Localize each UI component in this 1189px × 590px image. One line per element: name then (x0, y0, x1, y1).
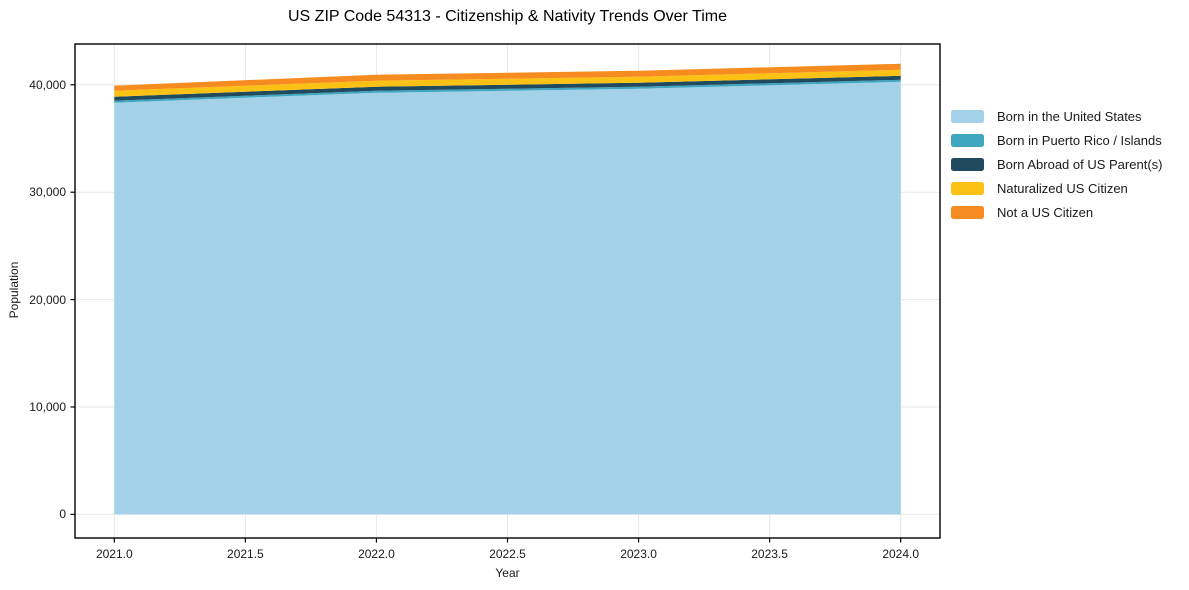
y-axis-title: Population (7, 261, 21, 319)
x-tick-label: 2021.5 (227, 547, 264, 561)
x-tick-label: 2021.0 (95, 547, 133, 561)
legend: Born in the United States Born in Puerto … (951, 104, 1162, 224)
legend-label: Born Abroad of US Parent(s) (997, 156, 1163, 172)
legend-swatch (951, 109, 984, 123)
y-tick-label: 20,000 (29, 292, 66, 307)
x-axis-title: Year (495, 566, 520, 580)
legend-swatch (951, 205, 984, 219)
x-tick-label: 2023.0 (620, 547, 657, 561)
x-tick-label: 2022.0 (358, 547, 395, 561)
area-series (114, 75, 901, 101)
legend-label: Born in Puerto Rico / Islands (997, 132, 1162, 148)
y-tick-label: 30,000 (29, 185, 66, 200)
legend-item: Born in the United States (951, 104, 1162, 128)
legend-item: Not a US Citizen (951, 200, 1162, 224)
area-series (114, 81, 901, 515)
legend-label: Not a US Citizen (997, 204, 1094, 220)
x-tick-label: 2022.5 (489, 547, 526, 561)
legend-item: Born in Puerto Rico / Islands (951, 128, 1162, 152)
chart-title: US ZIP Code 54313 - Citizenship & Nativi… (288, 8, 727, 25)
y-tick-label: 0 (59, 507, 66, 522)
legend-label: Naturalized US Citizen (997, 180, 1128, 196)
y-tick-label: 40,000 (29, 77, 66, 92)
legend-item: Naturalized US Citizen (951, 176, 1162, 200)
legend-item: Born Abroad of US Parent(s) (951, 152, 1162, 176)
x-tick-label: 2024.0 (882, 547, 920, 561)
legend-swatch (951, 133, 984, 147)
area-series (114, 69, 901, 97)
x-tick-label: 2023.5 (751, 547, 788, 561)
area-series (114, 79, 901, 103)
legend-swatch (951, 181, 984, 195)
legend-label: Born in the United States (997, 108, 1142, 124)
y-tick-label: 10,000 (29, 399, 66, 414)
legend-swatch (951, 157, 984, 171)
area-series (114, 63, 901, 91)
